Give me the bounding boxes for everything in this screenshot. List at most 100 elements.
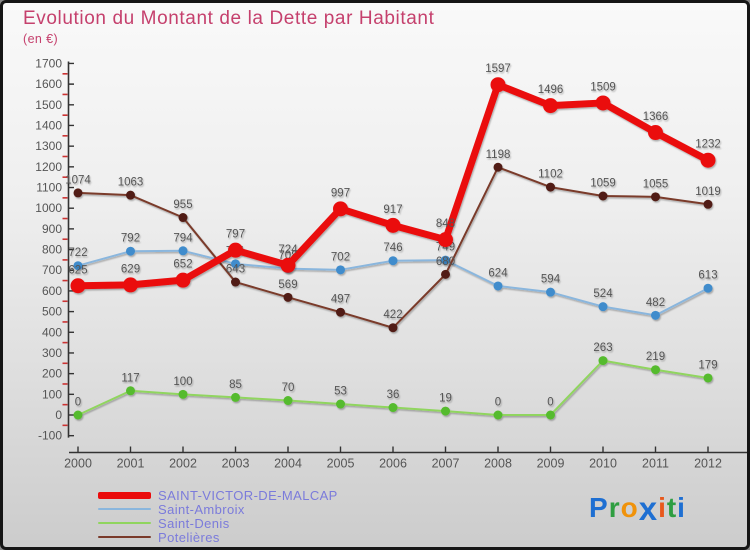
series-2: 0 117 100 85 70 53 36 19 0 0 263 219 179 — [73, 342, 718, 420]
data-point — [648, 125, 663, 141]
data-label: 1496 — [538, 84, 564, 96]
legend-item-saint-victor: SAINT-VICTOR-DE-MALCAP — [98, 488, 338, 503]
x-tick-label: 2002 — [169, 457, 197, 471]
data-point — [126, 246, 135, 256]
data-point — [333, 201, 348, 217]
data-label: 594 — [541, 274, 561, 286]
data-point — [175, 272, 191, 288]
y-tick-label: 1200 — [35, 160, 62, 174]
data-label: 792 — [121, 233, 140, 245]
y-tick-label: 700 — [42, 263, 62, 277]
x-tick-label: 2003 — [222, 457, 250, 471]
data-point — [336, 265, 345, 275]
data-point — [231, 392, 240, 402]
legend-label-potelieres: Potelières — [158, 529, 220, 545]
data-point — [493, 162, 503, 172]
data-label: 997 — [331, 187, 350, 199]
data-label: 482 — [646, 297, 665, 309]
data-point — [493, 410, 503, 420]
data-point — [388, 403, 398, 413]
data-label: 624 — [488, 267, 508, 279]
data-point — [441, 255, 450, 265]
data-label: 1059 — [590, 177, 616, 189]
y-tick-label: 1600 — [35, 77, 62, 91]
data-point — [178, 213, 188, 223]
data-label: 0 — [547, 397, 553, 409]
y-tick-label: 1100 — [36, 181, 62, 195]
page-subtitle: (en €) — [23, 32, 59, 46]
y-tick-label: 1400 — [35, 118, 62, 132]
data-label: 613 — [698, 270, 717, 282]
data-point — [651, 192, 660, 202]
data-label: 0 — [75, 397, 81, 409]
x-tick-label: 2000 — [64, 457, 92, 471]
data-point — [546, 182, 555, 192]
data-point — [280, 257, 296, 273]
logo-letter: o — [620, 492, 639, 523]
y-tick-label: 0 — [55, 408, 62, 422]
data-point — [178, 389, 188, 399]
data-point — [700, 152, 716, 168]
data-point — [126, 190, 135, 200]
y-tick-label: 400 — [42, 325, 62, 339]
y-tick-label: 300 — [42, 346, 62, 360]
data-label: 680 — [436, 256, 455, 268]
line-chart: -100010020030040050060070080090010001100… — [35, 56, 747, 471]
data-label: 794 — [173, 232, 193, 244]
page-title: Evolution du Montant de la Dette par Hab… — [23, 8, 435, 29]
data-point — [231, 277, 240, 287]
y-tick-label: -100 — [38, 429, 62, 443]
data-label: 797 — [226, 229, 245, 241]
data-label: 85 — [229, 379, 242, 391]
data-label: 179 — [698, 359, 717, 371]
data-point — [703, 373, 713, 383]
data-point — [543, 98, 558, 114]
data-point — [228, 242, 243, 258]
series-3: 1074 1063 955 643 569 497 422 680 1198 1102 1059 10… — [65, 149, 721, 333]
x-tick-label: 2006 — [379, 457, 407, 471]
legend-swatch-saint-ambroix — [98, 507, 151, 511]
data-label: 497 — [331, 294, 350, 306]
data-point — [651, 310, 660, 320]
data-label: 1366 — [643, 111, 669, 123]
chart-legend: SAINT-VICTOR-DE-MALCAP Saint-Ambroix Sai… — [98, 488, 338, 545]
data-point — [441, 406, 450, 416]
data-label: 263 — [593, 342, 612, 354]
data-label: 36 — [387, 389, 400, 401]
data-point — [231, 259, 240, 269]
legend-label-saint-ambroix: Saint-Ambroix — [158, 501, 245, 517]
x-tick-label: 2005 — [327, 457, 355, 471]
data-point — [178, 246, 188, 256]
data-label: 746 — [383, 242, 402, 254]
y-tick-label: 600 — [42, 284, 62, 298]
legend-item-saint-denis: Saint-Denis — [98, 516, 338, 531]
data-point — [73, 261, 83, 271]
x-tick-label: 2012 — [694, 457, 722, 471]
data-point — [598, 302, 608, 312]
legend-swatch-saint-victor — [98, 491, 151, 499]
x-tick-label: 2010 — [589, 457, 617, 471]
data-point — [123, 277, 138, 293]
series-1: 722792794731708702746749624594524482613 — [68, 232, 718, 320]
data-label: 955 — [173, 199, 192, 211]
data-point — [388, 256, 398, 266]
logo-letter: r — [608, 492, 621, 523]
data-label: 1074 — [65, 174, 91, 186]
data-label: 629 — [121, 263, 140, 275]
data-label: 219 — [646, 351, 665, 363]
legend-swatch-potelieres — [98, 535, 151, 539]
x-tick-label: 2009 — [537, 457, 565, 471]
y-axis: -100 0 100 200 300 400 500 600 700 800 900 1000 1100… — [35, 56, 74, 443]
data-label: 1597 — [485, 63, 511, 75]
proxiti-logo: Proxiti — [589, 492, 686, 525]
data-point — [126, 386, 135, 396]
data-label: 917 — [383, 204, 402, 216]
legend-item-saint-ambroix: Saint-Ambroix — [98, 501, 338, 517]
data-label: 422 — [383, 309, 402, 321]
data-point — [388, 323, 398, 333]
data-label: 1063 — [118, 177, 144, 189]
data-point — [336, 307, 345, 317]
y-tick-label: 500 — [42, 305, 62, 319]
data-point — [490, 77, 506, 93]
